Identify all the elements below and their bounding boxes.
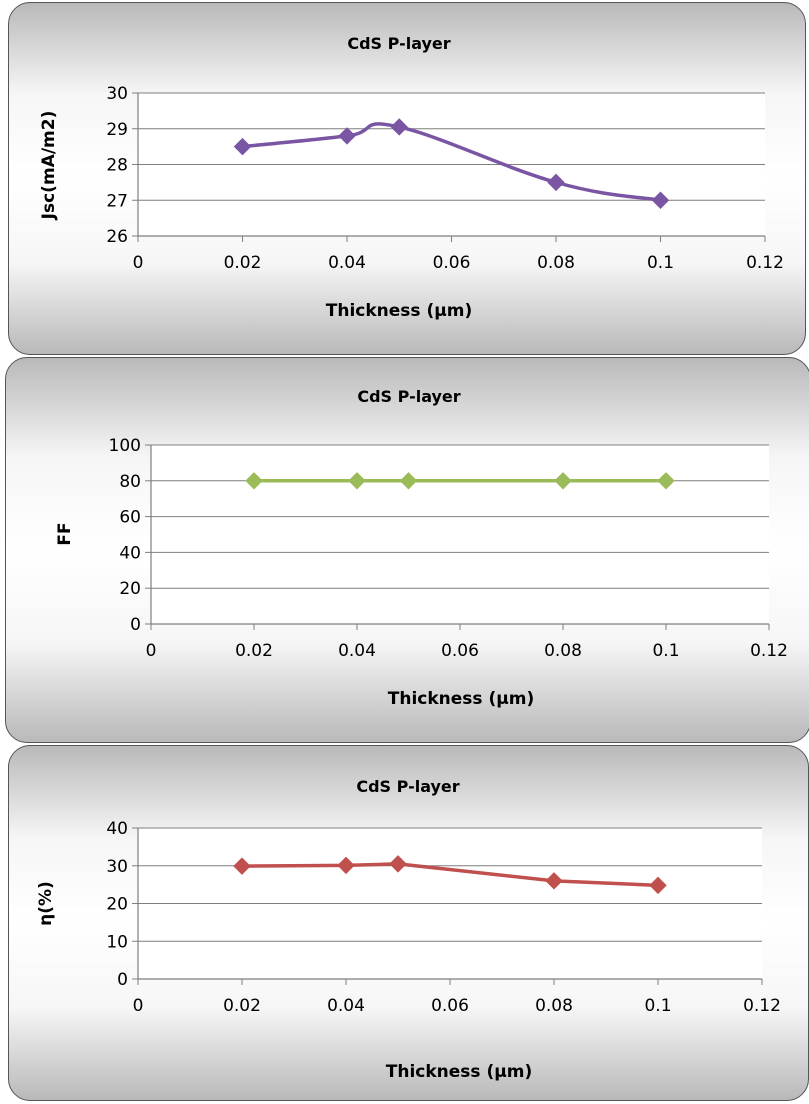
x-axis-label: Thickness (µm)	[326, 301, 472, 321]
data-point-marker	[233, 137, 252, 156]
ff-chart: 0 20 40 60 80 100 0 0.02 0.04 0.06 0.08 0.1 0.12 CdS …	[55, 387, 788, 709]
jsc-chart-panel: 26 27 28 29 30 0 0.02 0.04 0.06 0.08 0.1 0.12 CdS P-…	[8, 2, 806, 355]
y-tick-label: 10	[106, 932, 128, 952]
data-point-marker	[651, 191, 670, 209]
x-tick-label: 0.02	[223, 996, 261, 1016]
x-tick-label: 0.02	[224, 253, 262, 273]
x-tick-label: 0.06	[441, 641, 479, 661]
x-tick-label: 0.1	[644, 996, 671, 1016]
data-point-marker	[649, 876, 667, 895]
x-tick-label: 0.08	[537, 253, 575, 273]
x-tick-label: 0.08	[535, 996, 573, 1016]
plot-area	[151, 445, 769, 624]
y-tick-label: 30	[106, 84, 128, 104]
y-tick-label: 28	[106, 156, 128, 176]
data-point-marker	[245, 472, 263, 490]
x-axis-label: Thickness (µm)	[388, 689, 534, 709]
x-tick-label: 0.04	[328, 253, 366, 273]
y-tick-label: 0	[130, 615, 141, 635]
y-tick-label: 20	[106, 895, 128, 915]
x-tick-label: 0.06	[433, 253, 471, 273]
y-tick-label: 40	[106, 819, 128, 839]
x-tick-label: 0.08	[544, 641, 582, 661]
y-tick-label: 30	[106, 857, 128, 877]
y-tick-label: 60	[119, 508, 141, 528]
data-point-marker	[399, 472, 418, 490]
data-point-marker	[554, 472, 572, 490]
x-tick-label: 0.12	[746, 253, 784, 273]
x-tick-label: 0.12	[743, 996, 781, 1016]
data-point-marker	[547, 173, 565, 192]
x-tick-label: 0.1	[652, 641, 679, 661]
y-tick-label: 20	[119, 579, 141, 599]
x-tick-label: 0.04	[327, 996, 365, 1016]
x-tick-label: 0.04	[338, 641, 376, 661]
data-point-marker	[390, 118, 408, 136]
y-tick-label: 26	[106, 227, 128, 247]
data-point-marker	[337, 856, 355, 875]
y-tick-label: 100	[109, 436, 141, 456]
y-tick-label: 29	[106, 120, 128, 140]
y-tick-label: 27	[106, 191, 128, 211]
x-tick-label: 0.1	[647, 253, 674, 273]
y-tick-label: 0	[117, 970, 128, 990]
jsc-chart: 26 27 28 29 30 0 0.02 0.04 0.06 0.08 0.1 0.12 CdS P-…	[39, 34, 784, 321]
y-axis-label: η(%)	[36, 881, 56, 926]
y-axis-label: FF	[55, 522, 75, 545]
x-tick-label: 0.02	[235, 641, 273, 661]
x-tick-label: 0	[133, 253, 144, 273]
x-tick-label: 0	[146, 641, 157, 661]
data-point-marker	[545, 872, 563, 890]
data-point-marker	[348, 472, 366, 490]
x-axis-label: Thickness (µm)	[386, 1062, 532, 1082]
x-tick-label: 0.12	[750, 641, 788, 661]
data-point-marker	[338, 127, 356, 145]
y-tick-label: 40	[119, 543, 141, 563]
x-tick-label: 0.06	[431, 996, 469, 1016]
chart-title: CdS P-layer	[357, 387, 460, 406]
data-point-marker	[657, 472, 675, 490]
x-tick-label: 0	[133, 996, 144, 1016]
data-point-marker	[389, 855, 407, 873]
ff-chart-panel: 0 20 40 60 80 100 0 0.02 0.04 0.06 0.08 0.1 0.12 CdS …	[5, 357, 809, 743]
data-point-marker	[233, 857, 251, 875]
y-axis-label: Jsc(mA/m2)	[39, 111, 59, 221]
efficiency-chart: 0 10 20 30 40 0 0.02 0.04 0.06 0.08 0.1 0.12 CdS P-l…	[36, 777, 781, 1082]
efficiency-chart-panel: 0 10 20 30 40 0 0.02 0.04 0.06 0.08 0.1 0.12 CdS P-l…	[8, 745, 809, 1101]
chart-title: CdS P-layer	[347, 34, 450, 53]
chart-title: CdS P-layer	[356, 777, 459, 796]
y-tick-label: 80	[119, 472, 141, 492]
